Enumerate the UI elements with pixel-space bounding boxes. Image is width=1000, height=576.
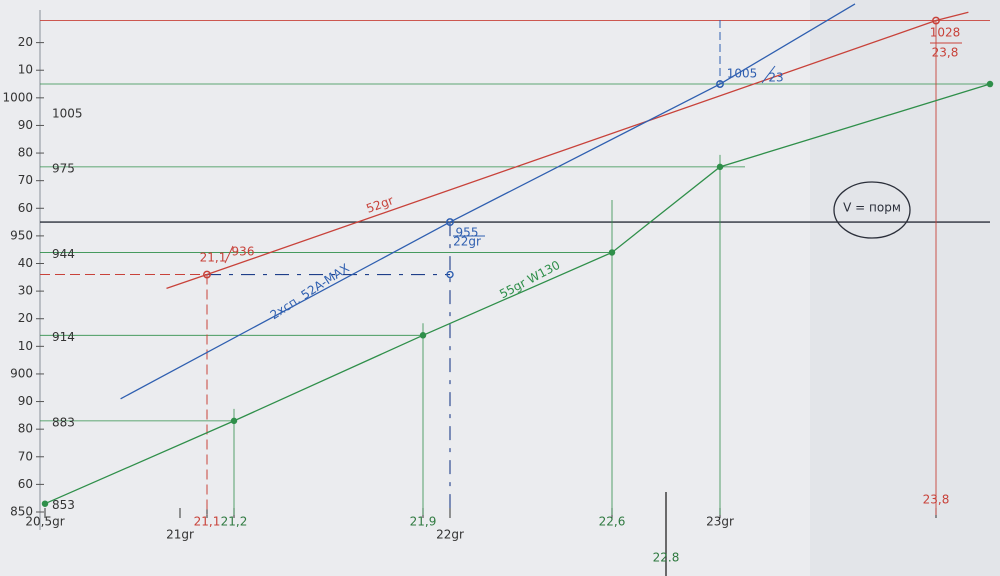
data-label: 944 [52, 247, 75, 261]
x-tick-label: 21,9 [410, 515, 437, 529]
data-label: 975 [52, 161, 75, 175]
x-tick-label: 21gr [166, 528, 194, 542]
reference-label: V = порм [843, 201, 901, 215]
annotation: 1028 [930, 26, 961, 40]
data-point [203, 270, 211, 279]
data-point [608, 249, 616, 256]
data-point [230, 417, 238, 425]
y-tick-label: 60 [18, 201, 33, 215]
y-tick-label: 950 [10, 228, 33, 242]
y-tick-label: 20 [18, 311, 33, 325]
y-tick-label: 40 [18, 256, 33, 270]
annotation: 1005 [727, 67, 758, 81]
guide-point [446, 270, 454, 279]
data-point [716, 163, 724, 171]
y-tick-label: 70 [18, 173, 33, 187]
annotation: 21,1 [200, 251, 227, 265]
annotation: 23 [768, 71, 783, 85]
x-tick-label: 21,1 [194, 515, 221, 529]
x-tick-label: 22.8 [653, 551, 680, 565]
y-tick-label: 850 [10, 505, 33, 519]
y-tick-label: 10 [18, 339, 33, 353]
y-tick-label: 90 [18, 394, 33, 408]
paper-sheet [810, 0, 1000, 576]
y-tick-label: 70 [18, 449, 33, 463]
annotation: 22gr [453, 235, 481, 249]
y-tick-label: 1000 [2, 90, 33, 104]
y-tick-label: 60 [18, 477, 33, 491]
y-tick-label: 20 [18, 35, 33, 49]
fraction-bar [224, 245, 234, 264]
data-label: 914 [52, 330, 75, 344]
reference-circle [833, 181, 911, 239]
x-tick-label: 23gr [706, 515, 734, 529]
data-point [986, 80, 994, 88]
series-line [166, 11, 969, 289]
x-tick-label: 21,2 [221, 515, 248, 529]
data-label: 853 [52, 498, 75, 512]
data-point [41, 500, 49, 507]
y-tick-label: 10 [18, 63, 33, 77]
data-point [419, 332, 427, 339]
x-tick-label: 22gr [436, 528, 464, 542]
annotation: 936 [232, 245, 255, 259]
y-tick-label: 90 [18, 118, 33, 132]
y-tick-label: 80 [18, 422, 33, 436]
series-line [44, 83, 991, 505]
y-tick-label: 30 [18, 284, 33, 298]
annotation: 23,8 [932, 46, 959, 60]
data-label: 883 [52, 415, 75, 429]
y-tick-label: 80 [18, 146, 33, 160]
x-tick-label: 22,6 [599, 515, 626, 529]
data-point [446, 218, 454, 227]
fraction-bar [761, 65, 776, 84]
data-point [932, 16, 940, 25]
data-point [716, 80, 724, 88]
x-tick-label: 20,5gr [25, 515, 64, 529]
series-line [120, 3, 856, 400]
data-label: 1005 [52, 107, 83, 121]
y-tick-label: 900 [10, 366, 33, 380]
